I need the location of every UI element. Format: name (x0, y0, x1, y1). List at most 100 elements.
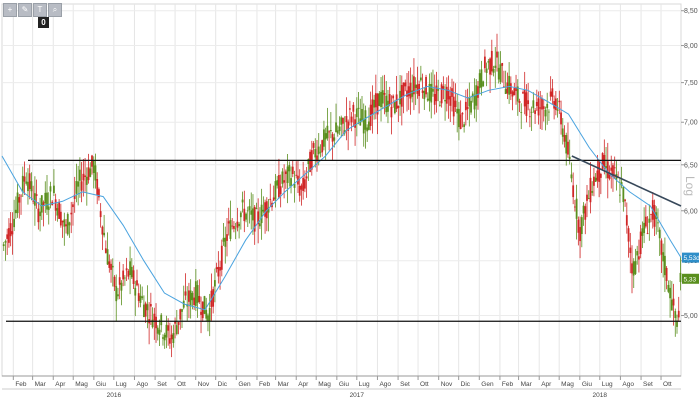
candle (676, 314, 678, 334)
alert-count-badge[interactable]: 0 (38, 17, 49, 28)
candle (278, 158, 280, 199)
candle (279, 174, 282, 208)
x-month-label: Giu (96, 381, 107, 388)
candle-body (350, 116, 353, 123)
candle (155, 303, 157, 343)
candle-body (445, 86, 448, 104)
candle (227, 207, 230, 236)
candle-body (670, 299, 673, 311)
candle (454, 83, 457, 113)
candle-body (181, 309, 183, 312)
candle (643, 207, 646, 244)
candle-body (428, 83, 431, 101)
candle-body (638, 256, 640, 260)
crosshair-icon[interactable]: + (3, 3, 17, 17)
candle (288, 161, 291, 187)
candle (366, 124, 369, 142)
candle (32, 185, 35, 205)
candle-body (400, 85, 403, 107)
candle-body (473, 95, 476, 110)
candle-body (290, 178, 292, 187)
candle-body (556, 109, 559, 111)
candle (534, 107, 536, 125)
candle-body (430, 83, 433, 103)
candle (416, 66, 419, 99)
candle (257, 198, 260, 244)
text-icon[interactable]: T (33, 3, 47, 17)
candle (201, 301, 204, 322)
candle-body (580, 217, 583, 235)
candle-body (329, 130, 332, 132)
candle-body (596, 170, 599, 181)
candle-body (672, 298, 675, 306)
candle (196, 280, 199, 318)
candle (39, 197, 41, 232)
candle (234, 222, 237, 240)
candle-body (440, 84, 443, 104)
candle-body (629, 247, 632, 254)
candle-body (66, 214, 69, 235)
candle (61, 220, 64, 238)
candle (96, 172, 99, 205)
candle (27, 168, 29, 205)
candle-body (516, 86, 519, 102)
candle-body (572, 185, 575, 198)
candle (627, 225, 630, 258)
x-month-label: Feb (259, 381, 271, 388)
candle-body (272, 197, 275, 201)
candle-body (54, 199, 57, 211)
candle (194, 269, 197, 312)
candle (463, 121, 466, 133)
candle (511, 90, 514, 111)
candle (241, 191, 244, 213)
candle (432, 69, 434, 97)
candle (188, 282, 190, 319)
x-year-label: 2018 (593, 392, 608, 399)
candle-body (435, 85, 438, 102)
candle (357, 92, 360, 125)
candle (397, 105, 400, 123)
candle (162, 334, 164, 346)
candle (485, 62, 488, 87)
candle (130, 258, 133, 279)
candle (419, 65, 422, 82)
candle (220, 239, 223, 277)
candle (92, 156, 95, 189)
candle (137, 283, 140, 308)
x-month-label: Set (643, 381, 653, 388)
candle (530, 106, 533, 131)
candle-body (78, 169, 81, 181)
last-value-label: 5,53d (684, 255, 700, 262)
candle-body (250, 210, 253, 215)
candle (336, 125, 339, 137)
candle-body (165, 324, 168, 338)
candle (63, 212, 66, 246)
candle-body (293, 183, 296, 188)
candle-body (447, 89, 450, 100)
candle-body (340, 117, 343, 125)
candle-body (317, 146, 320, 155)
candle-body (175, 325, 178, 335)
pencil-icon[interactable]: ✎ (18, 3, 32, 17)
candle (497, 51, 500, 84)
candle (200, 296, 202, 334)
candle (184, 273, 187, 301)
candle (11, 212, 14, 255)
candle (172, 324, 175, 348)
zoom-icon[interactable]: ⌕ (48, 3, 62, 17)
candle (290, 166, 292, 194)
candle (428, 73, 431, 112)
candle-body (309, 151, 311, 172)
candle-body (65, 224, 67, 227)
candle (68, 221, 71, 238)
candle (435, 71, 438, 113)
candle (66, 212, 69, 236)
candle-body (4, 241, 7, 243)
candle-body (411, 90, 414, 97)
candle (127, 269, 130, 280)
candle (238, 221, 241, 239)
candle-body (8, 228, 10, 243)
candle (233, 221, 235, 233)
candle-body (584, 206, 587, 220)
